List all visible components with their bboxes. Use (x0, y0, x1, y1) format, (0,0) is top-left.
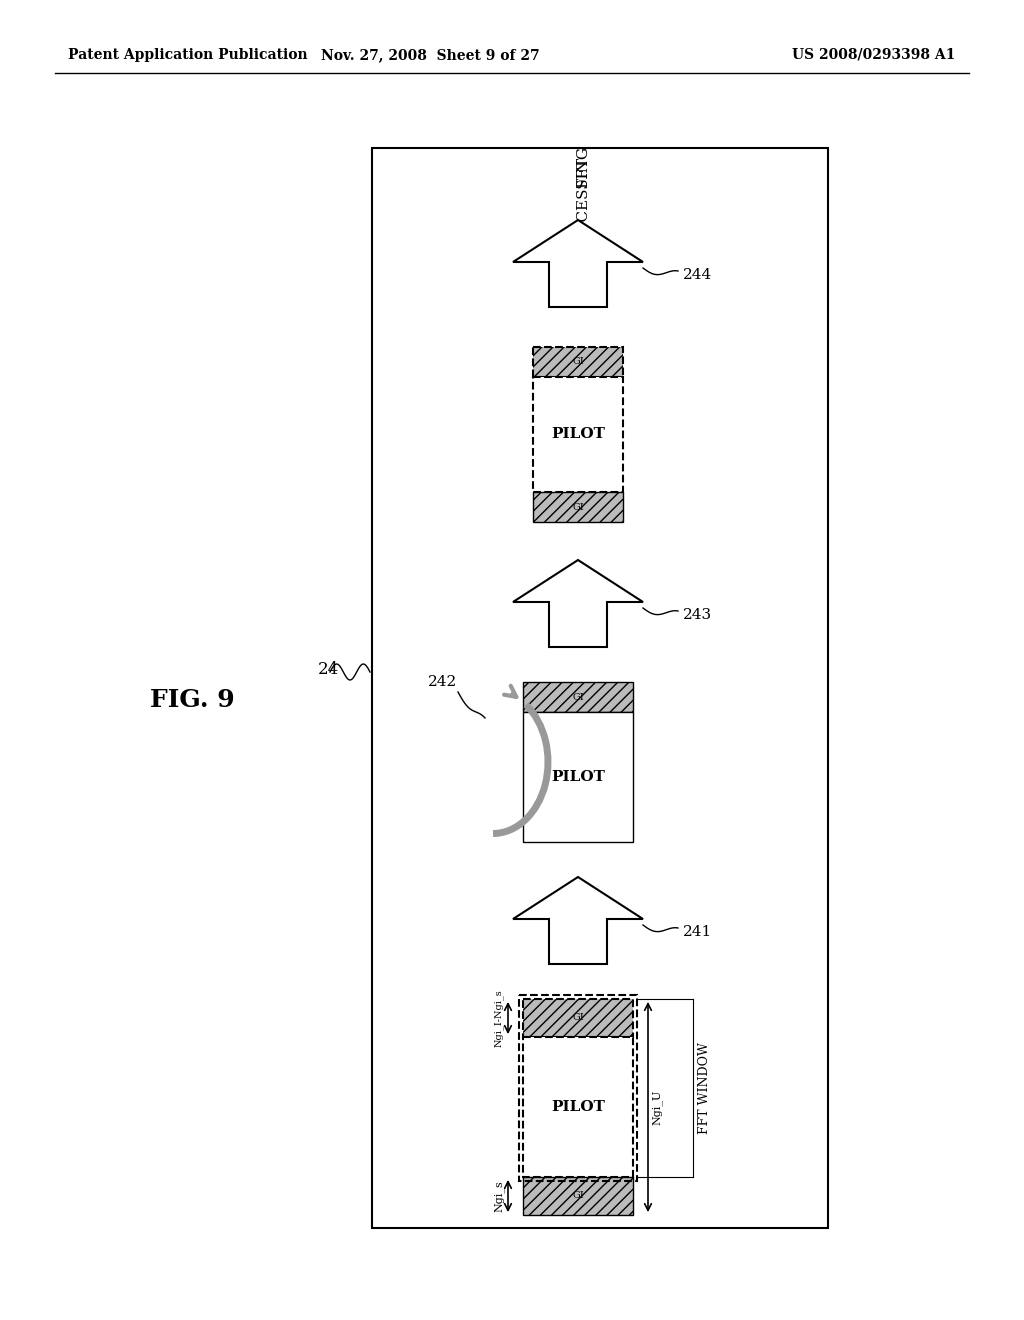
Text: Ngi_s: Ngi_s (494, 1180, 504, 1212)
Text: PILOT: PILOT (551, 1100, 605, 1114)
Bar (372, 148, 828, 1228)
Text: Ngi_I-Ngi_s: Ngi_I-Ngi_s (495, 989, 504, 1047)
Text: Nov. 27, 2008  Sheet 9 of 27: Nov. 27, 2008 Sheet 9 of 27 (321, 48, 540, 62)
Text: FFT: FFT (575, 157, 590, 187)
Text: US 2008/0293398 A1: US 2008/0293398 A1 (792, 48, 955, 62)
Polygon shape (513, 876, 643, 964)
Bar (534, 492, 623, 521)
Text: 242: 242 (428, 675, 458, 689)
Text: PILOT: PILOT (551, 428, 605, 441)
Text: GI: GI (572, 503, 584, 511)
Polygon shape (513, 560, 643, 647)
Text: 243: 243 (683, 609, 712, 622)
Text: PILOT: PILOT (551, 770, 605, 784)
Polygon shape (513, 220, 643, 308)
Text: Patent Application Publication: Patent Application Publication (68, 48, 307, 62)
Bar (534, 378, 623, 492)
Text: 244: 244 (683, 268, 713, 282)
Bar (523, 1038, 633, 1177)
Bar (523, 1177, 633, 1214)
Text: GI: GI (572, 358, 584, 367)
Text: Ngi_U: Ngi_U (652, 1089, 663, 1125)
Bar (519, 995, 637, 1181)
Bar (523, 682, 633, 711)
Text: PROCESSING: PROCESSING (575, 145, 590, 255)
Bar (534, 347, 623, 378)
Text: 241: 241 (683, 925, 713, 939)
Text: GI: GI (572, 693, 584, 701)
Text: GI: GI (572, 1014, 584, 1023)
Text: 24: 24 (318, 661, 339, 678)
Text: FFT WINDOW: FFT WINDOW (698, 1041, 711, 1134)
Text: GI: GI (572, 1192, 584, 1200)
Bar (523, 999, 633, 1038)
Bar (523, 711, 633, 842)
Text: FIG. 9: FIG. 9 (150, 688, 234, 711)
